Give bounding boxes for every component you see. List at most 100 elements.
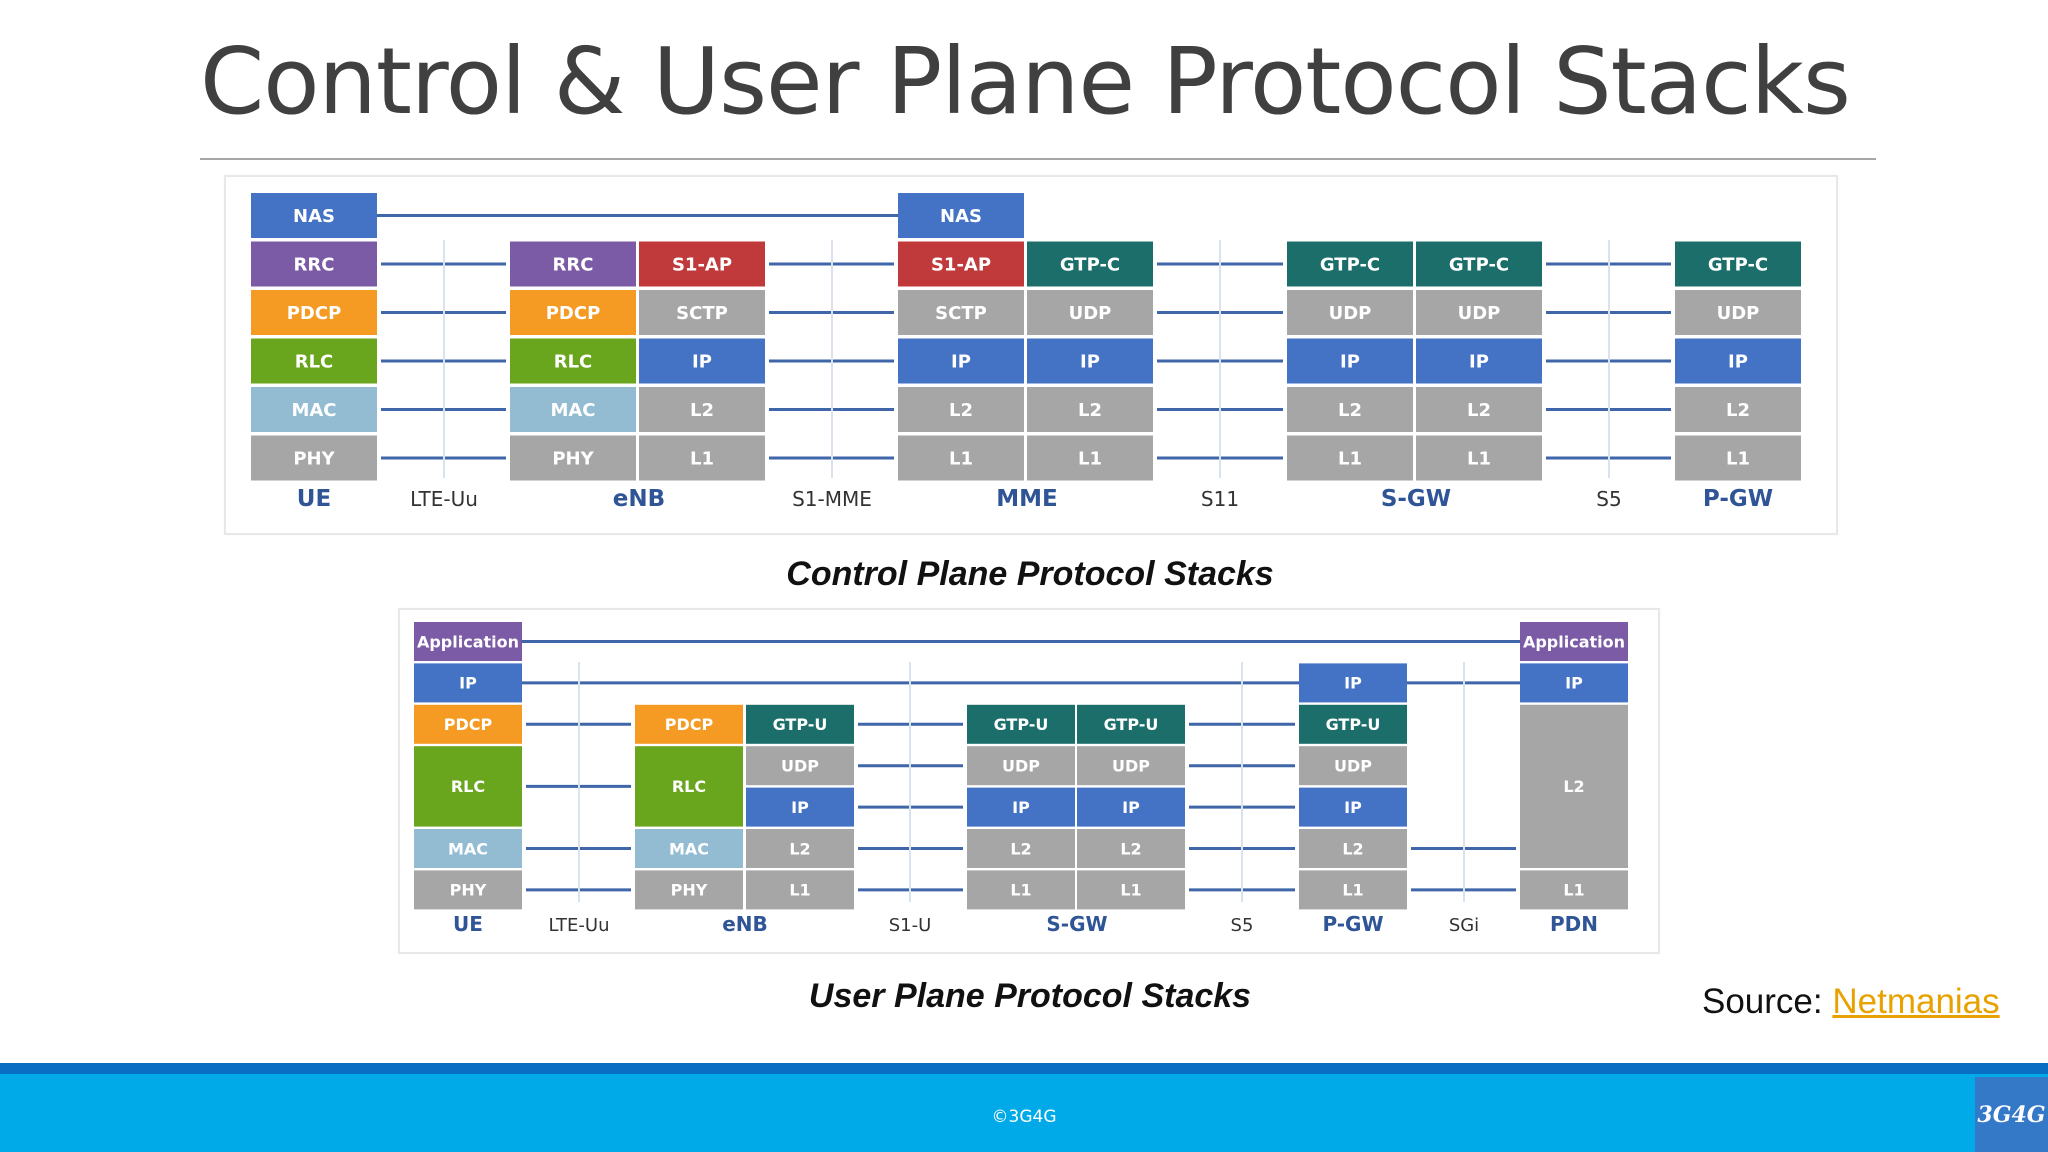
layer-label-ip: IP bbox=[692, 351, 712, 372]
title-divider bbox=[200, 158, 1876, 160]
layer-box-gtp-c bbox=[1287, 241, 1413, 287]
layer-label-rrc: RRC bbox=[294, 254, 335, 275]
layer-label-ip: IP bbox=[791, 798, 809, 817]
layer-box-ip bbox=[1077, 787, 1185, 827]
layer-box-pdcp bbox=[251, 290, 377, 335]
layer-label-l1: L1 bbox=[1338, 448, 1362, 469]
interface-name-sgi: SGi bbox=[1449, 915, 1479, 936]
layer-box-l1 bbox=[746, 870, 854, 910]
layer-label-l2: L2 bbox=[1726, 400, 1750, 421]
layer-label-ip: IP bbox=[1469, 351, 1489, 372]
layer-label-udp: UDP bbox=[1334, 756, 1372, 775]
layer-box-l1 bbox=[1416, 435, 1542, 481]
layer-label-mac: MAC bbox=[669, 839, 709, 858]
interface-name-s5: S5 bbox=[1596, 487, 1621, 511]
layer-label-application: Application bbox=[417, 632, 519, 651]
control-plane-caption: Control Plane Protocol Stacks bbox=[786, 555, 1274, 593]
source-link[interactable]: Netmanias bbox=[1832, 982, 2000, 1021]
layer-box-udp bbox=[1077, 746, 1185, 786]
layer-label-l1: L1 bbox=[789, 881, 810, 900]
layer-box-l2 bbox=[1520, 704, 1628, 868]
layer-label-pdcp: PDCP bbox=[546, 303, 601, 324]
layer-label-ip: IP bbox=[1728, 351, 1748, 372]
interface-name-s5: S5 bbox=[1231, 915, 1254, 936]
layer-box-l1 bbox=[1299, 870, 1407, 910]
interface-name-lte-uu: LTE-Uu bbox=[410, 487, 478, 511]
layer-box-ip bbox=[1299, 663, 1407, 703]
layer-box-sctp bbox=[639, 290, 765, 335]
layer-box-rlc bbox=[251, 338, 377, 384]
layer-box-application bbox=[414, 622, 522, 661]
node-name-ue: UE bbox=[453, 912, 483, 936]
layer-label-l1: L1 bbox=[1078, 448, 1102, 469]
layer-label-phy: PHY bbox=[552, 448, 594, 469]
layer-box-l2 bbox=[1027, 387, 1153, 432]
layer-box-l2 bbox=[639, 387, 765, 432]
layer-label-sctp: SCTP bbox=[676, 303, 728, 324]
source-label: Source: bbox=[1702, 982, 1833, 1021]
layer-label-l1: L1 bbox=[690, 448, 714, 469]
layer-box-l2 bbox=[746, 829, 854, 868]
node-name-mme: MME bbox=[996, 486, 1058, 512]
layer-label-l1: L1 bbox=[1120, 881, 1141, 900]
node-name-pdn: PDN bbox=[1550, 912, 1598, 936]
layer-box-rlc bbox=[510, 338, 636, 384]
layer-label-ip: IP bbox=[1565, 674, 1583, 693]
layer-box-s1-ap bbox=[639, 241, 765, 287]
layer-label-gtp-c: GTP-C bbox=[1060, 254, 1120, 275]
layer-box-l1 bbox=[639, 435, 765, 481]
layer-box-udp bbox=[1027, 290, 1153, 335]
layer-label-gtp-c: GTP-C bbox=[1449, 254, 1509, 275]
layer-label-gtp-u: GTP-U bbox=[994, 715, 1049, 734]
layer-box-ip bbox=[1416, 338, 1542, 384]
layer-label-s1-ap: S1-AP bbox=[931, 254, 991, 275]
layer-box-mac bbox=[414, 829, 522, 868]
layer-label-phy: PHY bbox=[293, 448, 335, 469]
layer-label-udp: UDP bbox=[1329, 303, 1372, 324]
layer-box-ip bbox=[1287, 338, 1413, 384]
layer-label-udp: UDP bbox=[1112, 756, 1150, 775]
interface-name-s1-u: S1-U bbox=[889, 915, 932, 936]
layer-box-pdcp bbox=[635, 704, 743, 744]
layer-label-ip: IP bbox=[1122, 798, 1140, 817]
layer-label-gtp-u: GTP-U bbox=[1104, 715, 1159, 734]
slide-title: Control & User Plane Protocol Stacks bbox=[200, 28, 1851, 135]
layer-label-ip: IP bbox=[1080, 351, 1100, 372]
layer-box-mac bbox=[251, 387, 377, 432]
layer-box-ip bbox=[898, 338, 1024, 384]
layer-box-udp bbox=[1299, 746, 1407, 786]
layer-box-l1 bbox=[967, 870, 1075, 910]
layer-box-l2 bbox=[898, 387, 1024, 432]
user-plane-caption: User Plane Protocol Stacks bbox=[808, 977, 1252, 1015]
layer-label-udp: UDP bbox=[1717, 303, 1760, 324]
layer-label-l2: L2 bbox=[1342, 839, 1363, 858]
layer-label-l1: L1 bbox=[1467, 448, 1491, 469]
layer-label-l2: L2 bbox=[949, 400, 973, 421]
layer-label-phy: PHY bbox=[450, 881, 487, 900]
layer-label-l2: L2 bbox=[1467, 400, 1491, 421]
layer-label-l1: L1 bbox=[1726, 448, 1750, 469]
layer-label-ip: IP bbox=[951, 351, 971, 372]
layer-box-l1 bbox=[1077, 870, 1185, 910]
layer-box-l2 bbox=[1287, 387, 1413, 432]
layer-box-gtp-u bbox=[746, 704, 854, 744]
layer-box-l2 bbox=[1299, 829, 1407, 868]
layer-label-phy: PHY bbox=[671, 881, 708, 900]
layer-box-gtp-u bbox=[967, 704, 1075, 744]
layer-box-l1 bbox=[1520, 870, 1628, 910]
layer-label-gtp-u: GTP-U bbox=[773, 715, 828, 734]
footer-accent-band bbox=[0, 1063, 2048, 1074]
layer-box-gtp-u bbox=[1077, 704, 1185, 744]
layer-label-ip: IP bbox=[1344, 674, 1362, 693]
layer-box-l1 bbox=[1675, 435, 1801, 481]
layer-box-rlc bbox=[414, 746, 522, 827]
layer-box-udp bbox=[1675, 290, 1801, 335]
layer-box-s1-ap bbox=[898, 241, 1024, 287]
layer-box-ip bbox=[1299, 787, 1407, 827]
layer-box-l2 bbox=[1077, 829, 1185, 868]
layer-label-pdcp: PDCP bbox=[444, 715, 493, 734]
layer-label-nas: NAS bbox=[293, 206, 335, 227]
layer-label-udp: UDP bbox=[781, 756, 819, 775]
layer-box-udp bbox=[967, 746, 1075, 786]
layer-label-rlc: RLC bbox=[295, 351, 334, 372]
